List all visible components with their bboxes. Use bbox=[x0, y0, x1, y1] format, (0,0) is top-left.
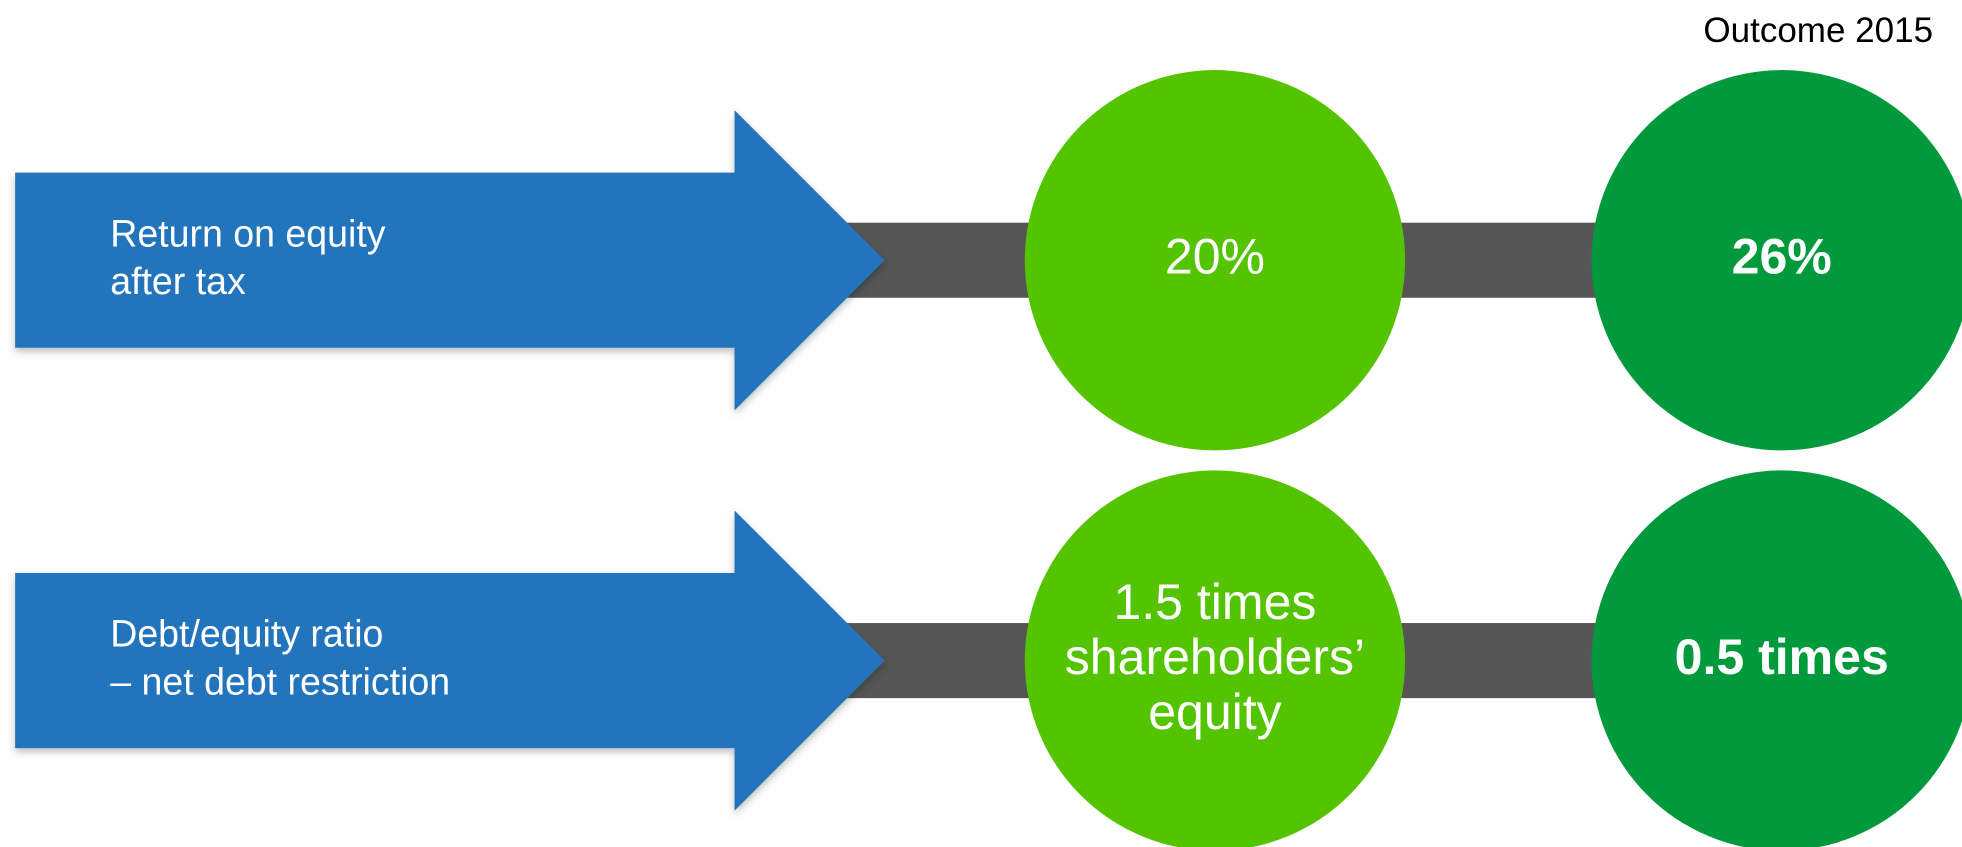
target-value: shareholders’ bbox=[1065, 629, 1365, 685]
outcome-value: 26% bbox=[1732, 228, 1832, 284]
target-value: 1.5 times bbox=[1113, 574, 1316, 630]
row-label: Debt/equity ratio bbox=[110, 613, 383, 655]
arrow bbox=[15, 510, 885, 811]
row-label: after tax bbox=[110, 260, 246, 302]
arrow bbox=[15, 110, 885, 411]
target-circle bbox=[1024, 70, 1406, 451]
target-value: 20% bbox=[1165, 228, 1265, 284]
outcome-circle bbox=[1591, 470, 1962, 847]
outcome-circle bbox=[1591, 70, 1962, 451]
target-circle bbox=[1024, 470, 1406, 847]
outcome-value: 0.5 times bbox=[1675, 629, 1889, 685]
row-label: – net debt restriction bbox=[110, 660, 450, 702]
header-title: Outcome 2015 bbox=[1703, 11, 1933, 50]
row-label: Return on equity bbox=[110, 212, 386, 254]
rows: Return on equity after tax 20% 26% Debt/equi… bbox=[15, 70, 1962, 847]
target-value: equity bbox=[1148, 684, 1282, 740]
